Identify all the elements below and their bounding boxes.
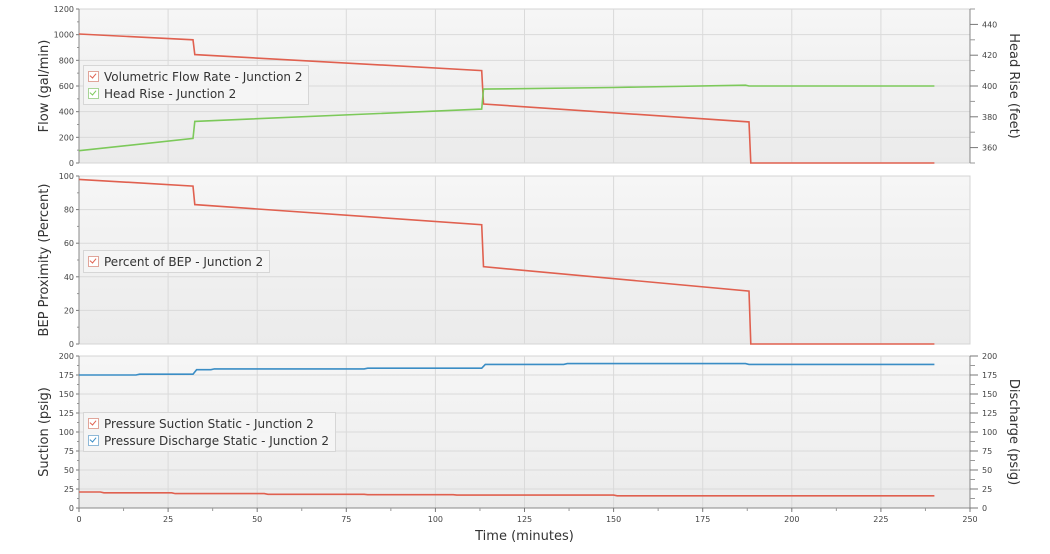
legend-top: Volumetric Flow Rate - Junction 2 Head R… <box>83 65 310 105</box>
legend-item-percent-bep[interactable]: Percent of BEP - Junction 2 <box>88 253 263 270</box>
y-tick-label: 75 <box>64 447 74 456</box>
x-tick-label: 100 <box>428 515 443 524</box>
y2-tick-label: 380 <box>982 113 997 122</box>
x-tick-label: 25 <box>163 515 173 524</box>
y-tick-label: 800 <box>59 56 74 65</box>
checkbox-checked-icon[interactable] <box>88 256 99 267</box>
y-tick-label: 600 <box>59 82 74 91</box>
series-line <box>78 84 935 152</box>
y-tick-label: 0 <box>69 159 74 168</box>
y2-tick-label: 175 <box>982 371 997 380</box>
x-tick-label: 250 <box>962 515 977 524</box>
y-tick-label: 80 <box>64 206 74 215</box>
legend-item-flow-rate[interactable]: Volumetric Flow Rate - Junction 2 <box>88 68 302 85</box>
right-axis-label: Head Rise (feet) <box>1006 33 1021 139</box>
series-line <box>78 178 935 345</box>
left-axis-label: BEP Proximity (Percent) <box>37 184 52 337</box>
legend-item-discharge[interactable]: Pressure Discharge Static - Junction 2 <box>88 432 329 449</box>
y-tick-label: 100 <box>59 428 74 437</box>
checkbox-checked-icon[interactable] <box>88 88 99 99</box>
y-tick-label: 150 <box>59 390 74 399</box>
y-tick-label: 0 <box>69 340 74 349</box>
y-tick-label: 125 <box>59 409 74 418</box>
x-tick-label: 200 <box>784 515 799 524</box>
y2-tick-label: 360 <box>982 144 997 153</box>
legend-label: Head Rise - Junction 2 <box>104 86 237 101</box>
series-line <box>79 491 935 497</box>
y-tick-label: 60 <box>64 239 74 248</box>
right-axis-label: Discharge (psig) <box>1006 379 1021 485</box>
x-tick-label: 0 <box>76 515 81 524</box>
legend-label: Volumetric Flow Rate - Junction 2 <box>104 69 303 84</box>
x-tick-label: 125 <box>517 515 532 524</box>
x-tick-label: 150 <box>606 515 621 524</box>
y-tick-label: 100 <box>59 172 74 181</box>
legend-item-head-rise[interactable]: Head Rise - Junction 2 <box>88 85 302 102</box>
legend-label: Pressure Suction Static - Junction 2 <box>104 416 314 431</box>
y2-tick-label: 125 <box>982 409 997 418</box>
y-tick-label: 1200 <box>54 5 74 14</box>
y-tick-label: 1000 <box>54 31 74 40</box>
y2-tick-label: 440 <box>982 20 997 29</box>
checkbox-checked-icon[interactable] <box>88 418 99 429</box>
y-tick-label: 200 <box>59 133 74 142</box>
y-tick-label: 20 <box>64 306 74 315</box>
y-tick-label: 40 <box>64 273 74 282</box>
y-tick-label: 50 <box>64 466 74 475</box>
series-line <box>79 362 935 376</box>
y-tick-label: 25 <box>64 485 74 494</box>
legend-middle: Percent of BEP - Junction 2 <box>83 250 271 273</box>
x-tick-label: 75 <box>341 515 351 524</box>
checkbox-checked-icon[interactable] <box>88 71 99 82</box>
left-axis-label: Flow (gal/min) <box>37 40 52 133</box>
y-tick-label: 400 <box>59 108 74 117</box>
series-line <box>78 33 935 164</box>
checkbox-checked-icon[interactable] <box>88 435 99 446</box>
y2-tick-label: 200 <box>982 352 997 361</box>
x-axis-label: Time (minutes) <box>474 529 574 544</box>
y-tick-label: 0 <box>69 504 74 513</box>
x-tick-label: 50 <box>252 515 262 524</box>
y2-tick-label: 420 <box>982 51 997 60</box>
legend-label: Pressure Discharge Static - Junction 2 <box>104 433 330 448</box>
y2-tick-label: 50 <box>982 466 992 475</box>
x-tick-label: 225 <box>873 515 888 524</box>
y-tick-label: 200 <box>59 352 74 361</box>
y-tick-label: 175 <box>59 371 74 380</box>
y2-tick-label: 150 <box>982 390 997 399</box>
legend-bottom: Pressure Suction Static - Junction 2 Pre… <box>83 412 337 452</box>
y2-tick-label: 25 <box>982 485 992 494</box>
left-axis-label: Suction (psig) <box>37 387 52 477</box>
y2-tick-label: 100 <box>982 428 997 437</box>
y2-tick-label: 0 <box>982 504 987 513</box>
x-tick-label: 175 <box>695 515 710 524</box>
y2-tick-label: 75 <box>982 447 992 456</box>
legend-label: Percent of BEP - Junction 2 <box>104 254 264 269</box>
y2-tick-label: 400 <box>982 82 997 91</box>
legend-item-suction[interactable]: Pressure Suction Static - Junction 2 <box>88 415 329 432</box>
